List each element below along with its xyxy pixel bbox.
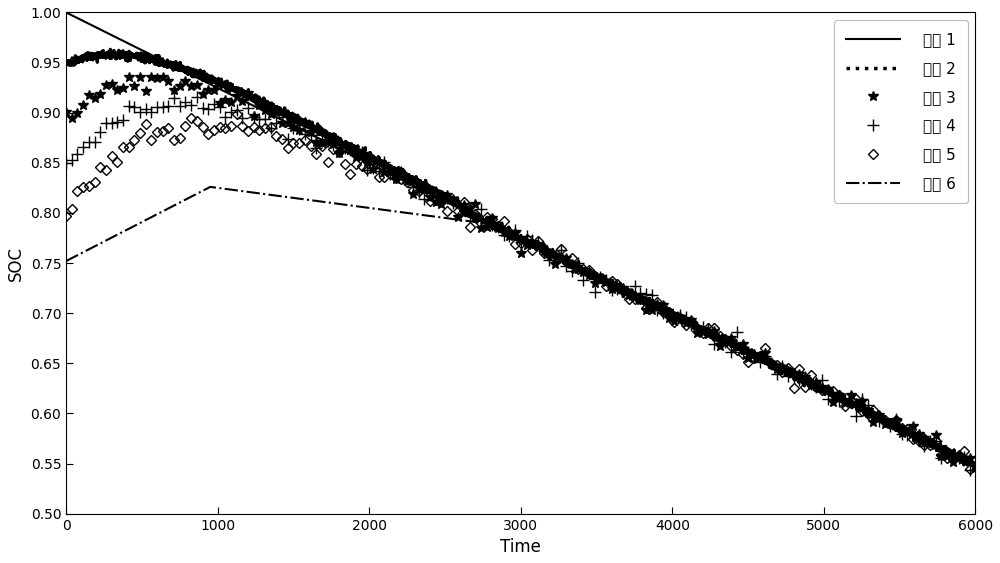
电池 1 bbox=[60, 9, 72, 16]
电池 6 bbox=[526, 241, 538, 248]
电池 1 bbox=[295, 126, 307, 133]
电池 3 bbox=[947, 459, 959, 466]
电池 6 bbox=[295, 195, 307, 202]
电池 2 bbox=[295, 121, 307, 128]
电池 5 bbox=[248, 123, 260, 130]
电池 6 bbox=[613, 285, 625, 292]
电池 6 bbox=[195, 188, 207, 195]
电池 3 bbox=[805, 380, 817, 387]
电池 6 bbox=[539, 248, 551, 254]
电池 1 bbox=[539, 248, 551, 254]
电池 6 bbox=[969, 462, 981, 469]
电池 5 bbox=[805, 372, 817, 379]
电池 4 bbox=[651, 307, 663, 314]
电池 4 bbox=[566, 268, 578, 275]
电池 2 bbox=[969, 462, 981, 469]
电池 2 bbox=[539, 247, 551, 254]
电池 3 bbox=[60, 109, 72, 115]
电池 3 bbox=[322, 138, 334, 145]
Line: 电池 4: 电池 4 bbox=[61, 92, 975, 476]
电池 2 bbox=[108, 51, 120, 58]
电池 4 bbox=[191, 94, 203, 101]
电池 5 bbox=[231, 111, 243, 118]
电池 5 bbox=[322, 159, 334, 166]
Line: 电池 1: 电池 1 bbox=[66, 12, 975, 466]
电池 1 bbox=[108, 33, 120, 39]
电池 2 bbox=[60, 59, 72, 65]
电池 3 bbox=[248, 112, 260, 119]
X-axis label: Time: Time bbox=[500, 538, 541, 556]
电池 5 bbox=[651, 299, 663, 306]
电池 4 bbox=[322, 137, 334, 144]
电池 5 bbox=[924, 441, 936, 448]
电池 2 bbox=[526, 239, 538, 246]
电池 3 bbox=[924, 439, 936, 445]
电池 3 bbox=[566, 261, 578, 268]
Y-axis label: SOC: SOC bbox=[7, 245, 25, 280]
Legend: 电池 1, 电池 2, 电池 3, 电池 4, 电池 5, 电池 6: 电池 1, 电池 2, 电池 3, 电池 4, 电池 5, 电池 6 bbox=[834, 20, 968, 203]
电池 4 bbox=[805, 380, 817, 387]
Line: 电池 2: 电池 2 bbox=[66, 50, 975, 471]
电池 4 bbox=[964, 467, 976, 474]
电池 3 bbox=[651, 300, 663, 307]
电池 2 bbox=[967, 468, 979, 475]
电池 2 bbox=[195, 74, 207, 81]
电池 1 bbox=[526, 241, 538, 248]
电池 1 bbox=[613, 284, 625, 291]
电池 5 bbox=[60, 213, 72, 220]
电池 6 bbox=[108, 233, 120, 240]
电池 4 bbox=[248, 113, 260, 120]
电池 6 bbox=[204, 184, 216, 190]
Line: 电池 3: 电池 3 bbox=[61, 72, 975, 467]
电池 4 bbox=[60, 159, 72, 166]
电池 2 bbox=[106, 46, 118, 53]
电池 3 bbox=[134, 74, 146, 81]
电池 5 bbox=[964, 466, 976, 472]
电池 2 bbox=[613, 285, 625, 292]
Line: 电池 6: 电池 6 bbox=[66, 187, 975, 466]
电池 1 bbox=[195, 76, 207, 83]
电池 1 bbox=[969, 462, 981, 469]
电池 4 bbox=[924, 437, 936, 444]
电池 6 bbox=[60, 258, 72, 265]
Line: 电池 5: 电池 5 bbox=[63, 111, 973, 472]
电池 3 bbox=[964, 455, 976, 462]
电池 5 bbox=[566, 254, 578, 261]
